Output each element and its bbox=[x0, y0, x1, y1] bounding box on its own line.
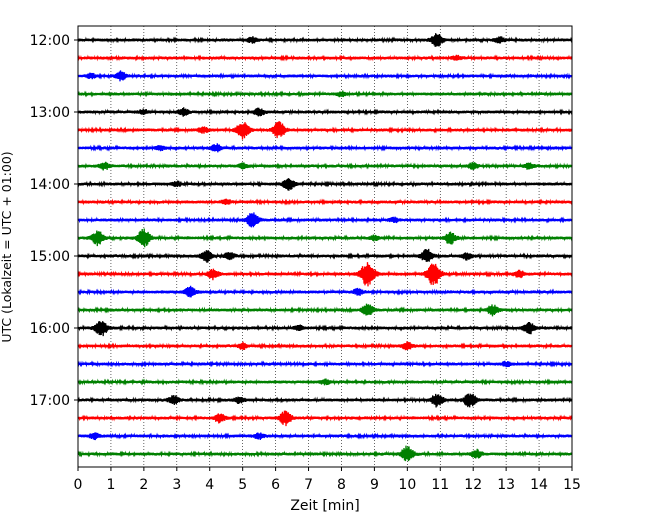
x-tick-label: 2 bbox=[139, 477, 148, 493]
seismic-trace bbox=[77, 107, 573, 117]
seismic-trace bbox=[77, 121, 573, 140]
seismic-trace bbox=[77, 161, 573, 171]
y-tick-label: 16:00 bbox=[30, 321, 70, 337]
seismic-trace bbox=[77, 303, 573, 317]
x-tick-label: 7 bbox=[304, 477, 313, 493]
seismic-trace bbox=[77, 321, 573, 337]
x-tick-label: 0 bbox=[74, 477, 83, 493]
seismic-trace bbox=[77, 178, 573, 191]
x-tick-label: 11 bbox=[431, 477, 449, 493]
seismic-trace bbox=[77, 90, 573, 98]
seismic-trace bbox=[77, 33, 573, 47]
x-axis: 0 1 2 3 4 5 6 7 8 9 10 11 12 13 14 15 bbox=[74, 467, 581, 493]
seismic-trace bbox=[77, 360, 573, 368]
x-tick-label: 14 bbox=[530, 477, 548, 493]
seismic-trace bbox=[77, 262, 573, 287]
seismic-trace bbox=[77, 410, 573, 427]
x-tick-label: 13 bbox=[497, 477, 515, 493]
seismic-trace bbox=[77, 143, 573, 153]
x-tick-label: 1 bbox=[106, 477, 115, 493]
x-axis-label: Zeit [min] bbox=[290, 498, 359, 514]
seismic-trace bbox=[77, 341, 573, 351]
x-tick-label: 3 bbox=[172, 477, 181, 493]
x-tick-label: 8 bbox=[337, 477, 346, 493]
seismic-trace bbox=[77, 393, 573, 408]
seismic-trace bbox=[77, 212, 573, 228]
plot-frame bbox=[77, 25, 573, 468]
seismic-trace bbox=[77, 70, 573, 82]
y-axis: 12:00 13:00 14:00 15:00 16:00 17:00 bbox=[30, 33, 78, 409]
seismic-trace bbox=[77, 198, 573, 206]
x-tick-label: 15 bbox=[563, 477, 581, 493]
seismic-trace bbox=[77, 445, 573, 462]
x-tick-label: 10 bbox=[398, 477, 416, 493]
seismic-trace bbox=[77, 228, 573, 248]
seismic-trace bbox=[77, 248, 573, 263]
y-tick-label: 14:00 bbox=[30, 177, 70, 193]
seismic-trace bbox=[77, 285, 573, 298]
trace-lines bbox=[77, 33, 573, 462]
y-tick-label: 17:00 bbox=[30, 393, 70, 409]
x-tick-label: 12 bbox=[464, 477, 482, 493]
y-axis-label: UTC (Lokalzeit = UTC + 01:00) bbox=[0, 151, 14, 342]
seismic-trace bbox=[77, 378, 573, 386]
y-tick-label: 15:00 bbox=[30, 249, 70, 265]
x-tick-label: 4 bbox=[205, 477, 214, 493]
x-tick-label: 5 bbox=[238, 477, 247, 493]
x-tick-label: 6 bbox=[271, 477, 280, 493]
y-tick-label: 12:00 bbox=[30, 33, 70, 49]
seismic-trace bbox=[77, 54, 573, 62]
x-tick-label: 9 bbox=[370, 477, 379, 493]
y-tick-label: 13:00 bbox=[30, 105, 70, 121]
seismic-trace bbox=[77, 432, 573, 441]
